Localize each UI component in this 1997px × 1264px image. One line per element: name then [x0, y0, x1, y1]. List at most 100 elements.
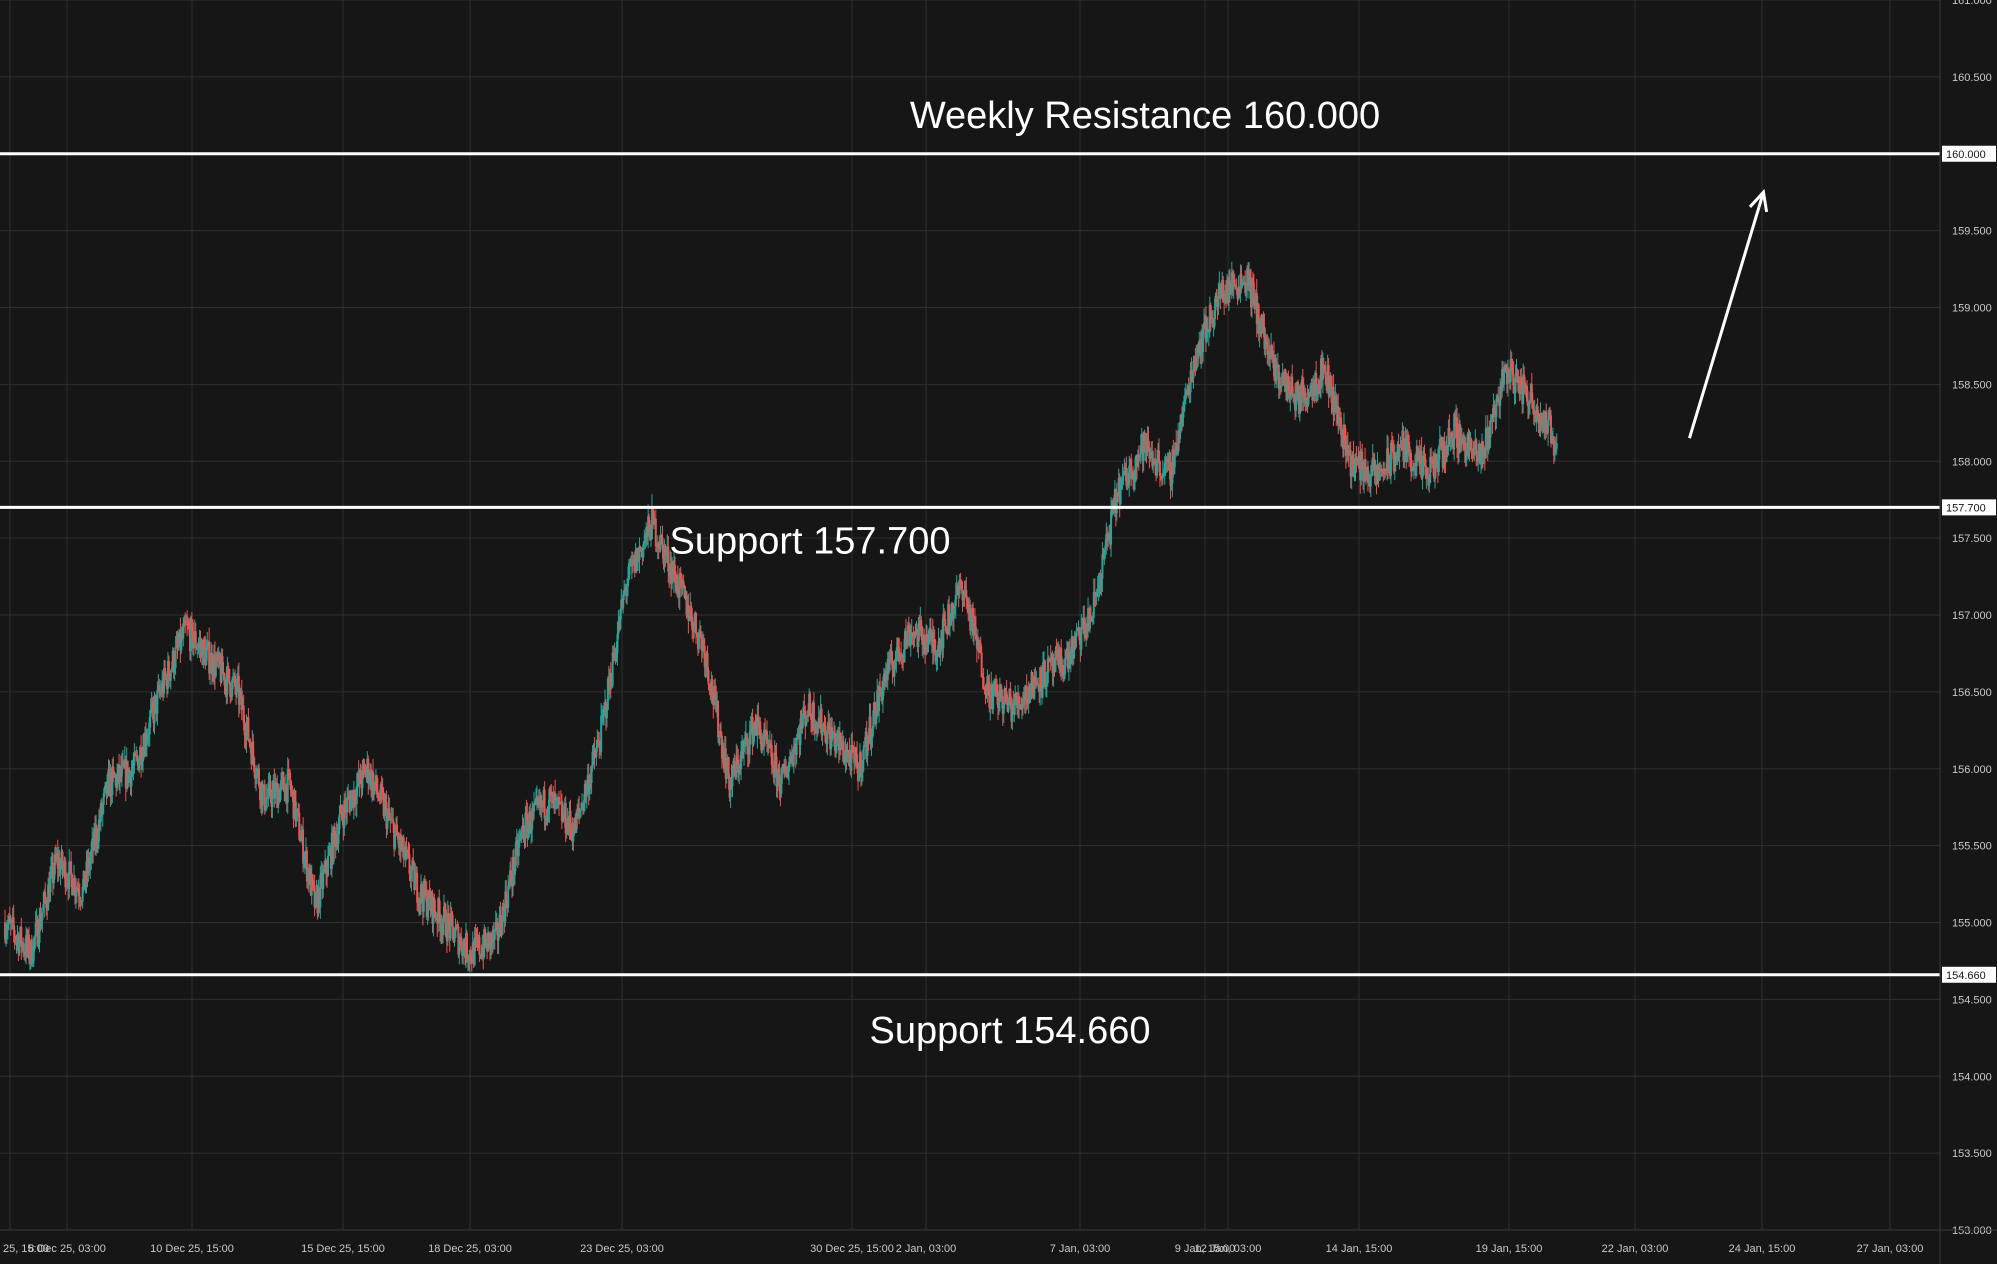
candle-body: [1078, 627, 1081, 641]
candle-body: [988, 682, 991, 708]
candle-body: [1289, 395, 1292, 399]
candle-body: [527, 825, 530, 838]
candle-body: [488, 932, 491, 934]
candle-body: [428, 890, 431, 899]
candle-body: [769, 743, 772, 746]
candle-body: [348, 796, 351, 800]
candle-body: [866, 736, 869, 756]
candle-body: [773, 752, 776, 778]
candle-body: [130, 771, 133, 787]
candle-body: [572, 834, 575, 842]
candle-body: [1240, 273, 1243, 285]
candle-body: [815, 722, 818, 734]
candle-body: [493, 929, 496, 940]
candle-body: [630, 560, 633, 566]
candle-body: [1277, 364, 1280, 389]
candle-body: [1443, 441, 1446, 461]
candle-body: [312, 882, 315, 886]
candle-body: [795, 739, 798, 755]
candle-body: [512, 856, 515, 875]
candle-body: [148, 717, 151, 735]
candle-body: [890, 650, 893, 664]
candle-body: [591, 751, 594, 768]
candle-body: [1091, 617, 1094, 622]
candle-body: [1003, 688, 1006, 703]
candle-body: [651, 507, 654, 512]
candle-body: [1013, 705, 1016, 715]
candle-body: [881, 685, 884, 700]
candle-body: [1524, 382, 1527, 389]
candle-body: [280, 780, 283, 789]
candle-body: [958, 579, 961, 595]
candle-body: [1507, 369, 1510, 371]
candle-body: [1541, 420, 1544, 428]
candle-body: [546, 813, 549, 819]
candle-body: [718, 736, 721, 738]
candle-body: [502, 906, 505, 910]
x-tick-label: 8 Dec 25, 03:00: [28, 1243, 106, 1255]
candle-body: [255, 778, 258, 780]
candle-body: [469, 950, 472, 960]
candle-body: [1440, 437, 1443, 450]
candle-body: [501, 906, 504, 935]
candle-body: [1219, 284, 1222, 299]
candle-body: [410, 870, 413, 880]
candle-body: [579, 810, 582, 812]
candle-body: [1319, 388, 1322, 390]
candle-body: [1115, 492, 1118, 514]
candle-body: [1338, 416, 1341, 427]
candle-body: [647, 516, 650, 537]
candle-body: [169, 671, 172, 681]
candle-body: [733, 760, 736, 769]
candle-body: [1295, 390, 1298, 411]
candle-body: [1076, 627, 1079, 631]
candle-body: [1170, 483, 1173, 486]
candle-body: [196, 648, 199, 650]
candle-body: [1553, 447, 1556, 456]
candle-body: [861, 760, 864, 773]
candle-body: [778, 768, 781, 792]
candle-body: [962, 591, 965, 601]
candle-body: [1121, 475, 1124, 483]
candle-body: [494, 922, 497, 930]
candle-body: [405, 846, 408, 853]
candle-body: [290, 789, 293, 791]
candle-body: [189, 619, 192, 652]
candle-body: [1406, 435, 1409, 462]
candle-body: [595, 747, 598, 758]
candle-body: [1197, 347, 1200, 359]
candle-body: [141, 761, 144, 766]
candle-body: [585, 784, 588, 797]
candle-body: [1384, 468, 1387, 471]
candle-body: [1217, 289, 1220, 307]
candle-body: [146, 735, 149, 741]
candle-body: [828, 723, 831, 730]
candle-body: [266, 796, 269, 798]
candle-body: [20, 926, 23, 948]
candle-body: [996, 691, 999, 694]
candle-body: [745, 733, 748, 740]
y-tick-label: 154.500: [1952, 994, 1992, 1006]
candle-body: [1369, 476, 1372, 487]
candle-body: [504, 891, 507, 922]
candle-body: [1128, 465, 1131, 486]
candle-body: [1187, 385, 1190, 395]
candle-body: [209, 666, 212, 674]
candle-body: [874, 702, 877, 724]
candle-body: [1555, 443, 1558, 449]
candle-body: [256, 769, 259, 779]
candle-body: [1192, 361, 1195, 379]
candle-body: [396, 836, 399, 840]
candle-body: [1286, 375, 1289, 401]
candle-body: [340, 805, 343, 815]
candle-body: [1467, 433, 1470, 451]
level-price-tag-bg: [1942, 966, 1996, 983]
candle-body: [1252, 282, 1255, 306]
candle-body: [1124, 466, 1127, 470]
candle-body: [743, 740, 746, 745]
candle-body: [534, 798, 537, 803]
candle-body: [687, 604, 690, 621]
candle-body: [1495, 398, 1498, 417]
